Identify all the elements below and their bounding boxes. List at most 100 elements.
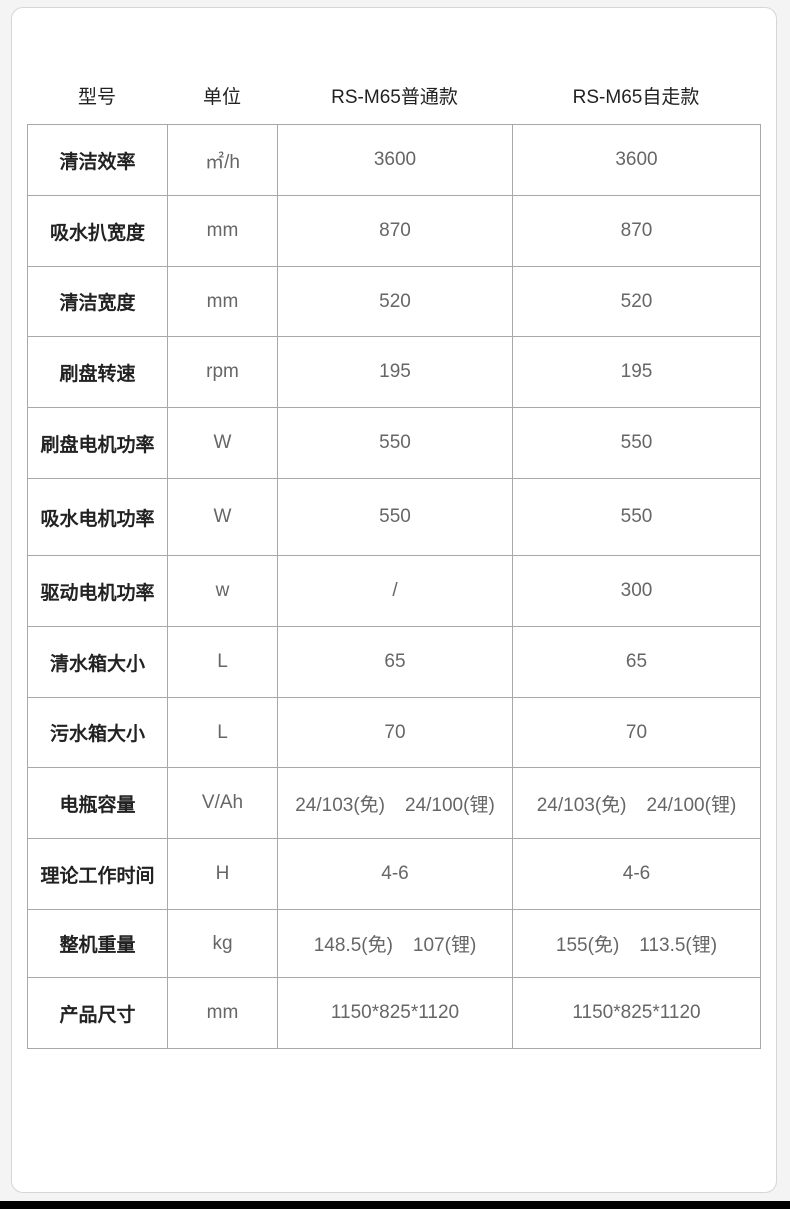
value-text: 520 — [379, 290, 411, 312]
header-col-a: RS-M65普通款 — [331, 86, 458, 108]
spec-value-b: 24/103(免) 24/100(锂) — [512, 767, 761, 839]
spec-name: 清洁宽度 — [27, 266, 168, 337]
value-text: / — [392, 580, 398, 601]
spec-name: 清洁效率 — [27, 124, 168, 196]
value-text: 70 — [625, 721, 648, 743]
spec-unit: W — [167, 407, 278, 479]
spec-value-b: 155(免) 113.5(锂) — [512, 909, 761, 978]
value-text: 550 — [379, 506, 411, 527]
spec-value-a: 4-6 — [277, 838, 513, 910]
spec-name: 产品尺寸 — [27, 977, 168, 1049]
spec-value-a: 195 — [277, 336, 513, 408]
spec-name: 刷盘电机功率 — [27, 407, 168, 479]
spec-value-b: 550 — [512, 478, 761, 556]
value-text: 24/103(免) — [295, 794, 385, 816]
spec-value-b: 70 — [512, 697, 761, 768]
spec-unit: V/Ah — [167, 767, 278, 839]
value-text: 107(锂) — [412, 935, 477, 956]
value-text: 300 — [620, 580, 653, 601]
table-row: 刷盘转速 rpm 195 195 — [27, 336, 761, 408]
value-text: 1150*825*1120 — [572, 1002, 701, 1023]
value-text: 870 — [620, 220, 653, 241]
spec-unit: L — [167, 626, 278, 698]
spec-value-b: 300 — [512, 555, 761, 627]
spec-value-b: 195 — [512, 336, 761, 408]
table-row: 吸水扒宽度 mm 870 870 — [27, 195, 761, 267]
spec-name: 驱动电机功率 — [27, 555, 168, 627]
table-row: 污水箱大小 L 70 70 — [27, 697, 761, 768]
spec-unit: mm — [167, 266, 278, 337]
table-row: 电瓶容量 V/Ah 24/103(免) 24/100(锂) 24/103(免) 24/10… — [27, 767, 761, 839]
value-text: 870 — [379, 220, 411, 241]
value-text: 195 — [620, 361, 653, 382]
spec-unit: mm — [167, 195, 278, 267]
value-text: 24/103(免) — [536, 794, 627, 816]
spec-value-a: 520 — [277, 266, 513, 337]
value-text: 3600 — [373, 149, 417, 170]
value-text: 550 — [620, 506, 653, 527]
value-text: 24/100(锂) — [646, 794, 737, 816]
spec-unit: H — [167, 838, 278, 910]
spec-unit: L — [167, 697, 278, 768]
value-text: 3600 — [615, 149, 658, 170]
table-row: 清洁效率 ㎡/h 3600 3600 — [27, 124, 761, 196]
table-row: 理论工作时间 H 4-6 4-6 — [27, 838, 761, 910]
spec-name: 清水箱大小 — [27, 626, 168, 698]
value-text: 1150*825*1120 — [330, 1002, 460, 1023]
value-text: 113.5(锂) — [639, 935, 718, 956]
spec-table: 清洁效率 ㎡/h 3600 3600 吸水扒宽度 mm 870 870 清洁宽度 mm 520 520… — [27, 124, 761, 1049]
spec-unit: mm — [167, 977, 278, 1049]
value-text: 4-6 — [622, 863, 651, 884]
spec-value-a: 3600 — [277, 124, 513, 196]
spec-name: 理论工作时间 — [27, 838, 168, 910]
value-text: 550 — [379, 432, 411, 453]
value-text: 148.5(免) — [313, 935, 393, 956]
table-row: 吸水电机功率 W 550 550 — [27, 478, 761, 556]
spec-value-b: 520 — [512, 266, 761, 337]
spec-value-b: 3600 — [512, 124, 761, 196]
value-text: 24/100(锂) — [405, 794, 495, 816]
value-text: 65 — [625, 651, 648, 672]
spec-value-b: 870 — [512, 195, 761, 267]
table-row: 驱动电机功率 w / 300 — [27, 555, 761, 627]
spec-unit: kg — [167, 909, 278, 978]
spec-value-b: 1150*825*1120 — [512, 977, 761, 1049]
spec-unit: W — [167, 478, 278, 556]
spec-value-a: 70 — [277, 697, 513, 768]
spec-unit: ㎡/h — [167, 124, 278, 196]
spec-name: 污水箱大小 — [27, 697, 168, 768]
spec-name: 电瓶容量 — [27, 767, 168, 839]
spec-value-a: / — [277, 555, 513, 627]
spec-name: 吸水扒宽度 — [27, 195, 168, 267]
spec-value-b: 4-6 — [512, 838, 761, 910]
table-row: 刷盘电机功率 W 550 550 — [27, 407, 761, 479]
header-col-b: RS-M65自走款 — [572, 86, 700, 108]
spec-value-a: 550 — [277, 478, 513, 556]
header-unit: 单位 — [202, 86, 241, 108]
spec-value-a: 65 — [277, 626, 513, 698]
spec-name: 吸水电机功率 — [27, 478, 168, 556]
value-text: 550 — [620, 432, 653, 453]
value-text: 520 — [620, 290, 653, 312]
table-row: 整机重量 kg 148.5(免) 107(锂) 155(免) 113.5(锂) — [27, 909, 761, 978]
value-text: 70 — [384, 721, 406, 743]
spec-name: 刷盘转速 — [27, 336, 168, 408]
spec-value-b: 550 — [512, 407, 761, 479]
value-text: 4-6 — [381, 863, 409, 884]
value-text: 155(免) — [555, 935, 620, 956]
table-row: 清洁宽度 mm 520 520 — [27, 266, 761, 337]
spec-value-a: 24/103(免) 24/100(锂) — [277, 767, 513, 839]
value-text: 195 — [379, 361, 411, 382]
spec-value-b: 65 — [512, 626, 761, 698]
table-row: 清水箱大小 L 65 65 — [27, 626, 761, 698]
spec-name: 整机重量 — [27, 909, 168, 978]
spec-unit: w — [167, 555, 278, 627]
spec-value-a: 870 — [277, 195, 513, 267]
bottom-bar — [0, 1201, 790, 1209]
value-text: 65 — [384, 651, 406, 672]
table-row: 产品尺寸 mm 1150*825*1120 1150*825*1120 — [27, 977, 761, 1049]
spec-value-a: 1150*825*1120 — [277, 977, 513, 1049]
spec-value-a: 148.5(免) 107(锂) — [277, 909, 513, 978]
spec-unit: rpm — [167, 336, 278, 408]
spec-value-a: 550 — [277, 407, 513, 479]
